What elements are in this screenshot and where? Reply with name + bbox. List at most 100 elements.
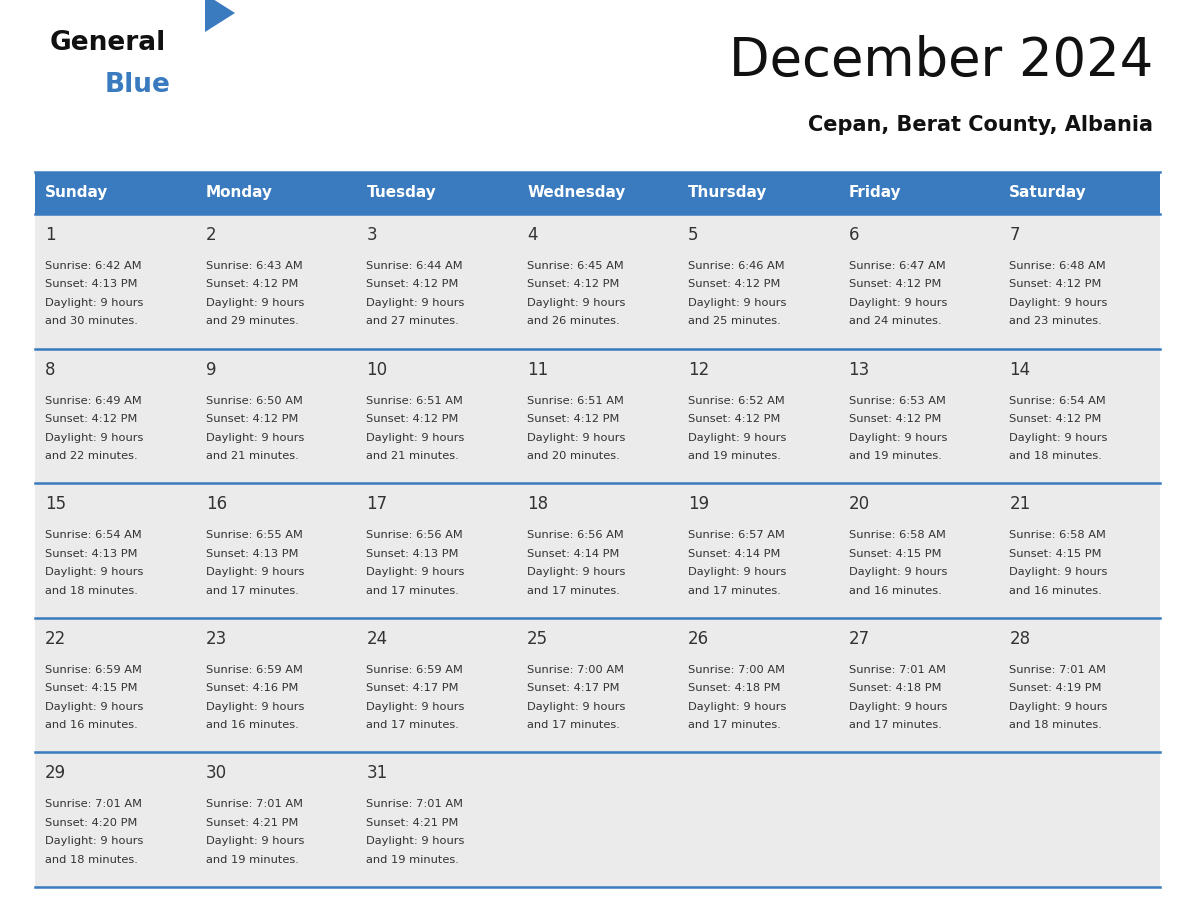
Text: 18: 18: [527, 495, 549, 513]
Text: Sunrise: 6:56 AM: Sunrise: 6:56 AM: [527, 531, 624, 540]
Text: and 19 minutes.: and 19 minutes.: [848, 451, 941, 461]
Text: 24: 24: [366, 630, 387, 648]
Text: 14: 14: [1010, 361, 1030, 378]
Text: Daylight: 9 hours: Daylight: 9 hours: [206, 298, 304, 308]
Text: 12: 12: [688, 361, 709, 378]
Text: 6: 6: [848, 226, 859, 244]
Text: 1: 1: [45, 226, 56, 244]
Bar: [839, 753, 999, 887]
Text: Daylight: 9 hours: Daylight: 9 hours: [527, 567, 626, 577]
Bar: [34, 618, 196, 753]
Text: Sunrise: 6:43 AM: Sunrise: 6:43 AM: [206, 261, 303, 271]
Text: Blue: Blue: [105, 72, 171, 98]
Text: Daylight: 9 hours: Daylight: 9 hours: [688, 567, 786, 577]
Text: Sunset: 4:16 PM: Sunset: 4:16 PM: [206, 683, 298, 693]
Text: Sunrise: 7:00 AM: Sunrise: 7:00 AM: [527, 665, 624, 675]
Text: 27: 27: [848, 630, 870, 648]
Bar: [678, 753, 839, 887]
Text: Daylight: 9 hours: Daylight: 9 hours: [45, 567, 144, 577]
Text: Thursday: Thursday: [688, 185, 767, 200]
Text: Sunset: 4:12 PM: Sunset: 4:12 PM: [527, 414, 619, 424]
Text: and 17 minutes.: and 17 minutes.: [848, 721, 941, 731]
Text: Sunset: 4:21 PM: Sunset: 4:21 PM: [366, 818, 459, 828]
Bar: [34, 172, 1159, 214]
Text: Sunset: 4:19 PM: Sunset: 4:19 PM: [1010, 683, 1101, 693]
Text: and 19 minutes.: and 19 minutes.: [206, 855, 298, 865]
Text: Sunrise: 6:49 AM: Sunrise: 6:49 AM: [45, 396, 141, 406]
Text: and 17 minutes.: and 17 minutes.: [688, 586, 781, 596]
Text: Sunset: 4:15 PM: Sunset: 4:15 PM: [45, 683, 138, 693]
Text: and 18 minutes.: and 18 minutes.: [45, 855, 138, 865]
Text: and 16 minutes.: and 16 minutes.: [45, 721, 138, 731]
Text: Sunrise: 6:44 AM: Sunrise: 6:44 AM: [366, 261, 463, 271]
Text: Sunrise: 6:59 AM: Sunrise: 6:59 AM: [206, 665, 303, 675]
Text: Daylight: 9 hours: Daylight: 9 hours: [848, 567, 947, 577]
Text: and 27 minutes.: and 27 minutes.: [366, 317, 460, 327]
Bar: [34, 753, 196, 887]
Text: and 17 minutes.: and 17 minutes.: [366, 721, 460, 731]
Text: Daylight: 9 hours: Daylight: 9 hours: [1010, 701, 1107, 711]
Text: Daylight: 9 hours: Daylight: 9 hours: [206, 701, 304, 711]
Bar: [999, 753, 1159, 887]
Text: Sunrise: 6:59 AM: Sunrise: 6:59 AM: [366, 665, 463, 675]
Text: and 17 minutes.: and 17 minutes.: [688, 721, 781, 731]
Text: Sunrise: 6:57 AM: Sunrise: 6:57 AM: [688, 531, 785, 540]
Text: Daylight: 9 hours: Daylight: 9 hours: [527, 701, 626, 711]
Bar: [196, 753, 356, 887]
Text: and 17 minutes.: and 17 minutes.: [527, 586, 620, 596]
Text: Sunset: 4:21 PM: Sunset: 4:21 PM: [206, 818, 298, 828]
Bar: [34, 483, 196, 618]
Bar: [678, 618, 839, 753]
Text: Daylight: 9 hours: Daylight: 9 hours: [366, 567, 465, 577]
Text: Daylight: 9 hours: Daylight: 9 hours: [527, 432, 626, 442]
Text: Monday: Monday: [206, 185, 273, 200]
Text: and 19 minutes.: and 19 minutes.: [366, 855, 460, 865]
Bar: [34, 349, 196, 483]
Text: Sunset: 4:17 PM: Sunset: 4:17 PM: [366, 683, 459, 693]
Text: and 29 minutes.: and 29 minutes.: [206, 317, 298, 327]
Text: Daylight: 9 hours: Daylight: 9 hours: [848, 298, 947, 308]
Text: Daylight: 9 hours: Daylight: 9 hours: [206, 567, 304, 577]
Text: Tuesday: Tuesday: [366, 185, 436, 200]
Text: and 17 minutes.: and 17 minutes.: [206, 586, 298, 596]
Bar: [999, 618, 1159, 753]
Bar: [356, 349, 517, 483]
Text: Daylight: 9 hours: Daylight: 9 hours: [1010, 567, 1107, 577]
Text: Sunrise: 6:59 AM: Sunrise: 6:59 AM: [45, 665, 141, 675]
Text: Sunset: 4:12 PM: Sunset: 4:12 PM: [848, 414, 941, 424]
Text: 15: 15: [45, 495, 67, 513]
Text: Daylight: 9 hours: Daylight: 9 hours: [206, 836, 304, 846]
Text: Sunset: 4:12 PM: Sunset: 4:12 PM: [688, 279, 781, 289]
Text: 29: 29: [45, 765, 67, 782]
Text: Daylight: 9 hours: Daylight: 9 hours: [206, 432, 304, 442]
Bar: [517, 214, 678, 349]
Text: Sunrise: 6:50 AM: Sunrise: 6:50 AM: [206, 396, 303, 406]
Bar: [678, 214, 839, 349]
Text: Daylight: 9 hours: Daylight: 9 hours: [848, 432, 947, 442]
Text: Sunset: 4:12 PM: Sunset: 4:12 PM: [45, 414, 138, 424]
Text: Daylight: 9 hours: Daylight: 9 hours: [527, 298, 626, 308]
Text: Sunrise: 7:01 AM: Sunrise: 7:01 AM: [848, 665, 946, 675]
Bar: [517, 483, 678, 618]
Text: Sunset: 4:12 PM: Sunset: 4:12 PM: [688, 414, 781, 424]
Text: Daylight: 9 hours: Daylight: 9 hours: [848, 701, 947, 711]
Bar: [839, 214, 999, 349]
Text: and 20 minutes.: and 20 minutes.: [527, 451, 620, 461]
Text: Daylight: 9 hours: Daylight: 9 hours: [1010, 298, 1107, 308]
Text: Sunrise: 7:01 AM: Sunrise: 7:01 AM: [206, 800, 303, 810]
Text: Sunset: 4:12 PM: Sunset: 4:12 PM: [1010, 279, 1101, 289]
Text: 16: 16: [206, 495, 227, 513]
Polygon shape: [206, 0, 235, 32]
Bar: [517, 618, 678, 753]
Bar: [839, 349, 999, 483]
Text: Daylight: 9 hours: Daylight: 9 hours: [45, 298, 144, 308]
Text: and 17 minutes.: and 17 minutes.: [366, 586, 460, 596]
Text: Sunrise: 6:42 AM: Sunrise: 6:42 AM: [45, 261, 141, 271]
Text: and 16 minutes.: and 16 minutes.: [848, 586, 941, 596]
Text: Sunrise: 7:01 AM: Sunrise: 7:01 AM: [45, 800, 143, 810]
Bar: [839, 618, 999, 753]
Text: Sunset: 4:20 PM: Sunset: 4:20 PM: [45, 818, 138, 828]
Text: 4: 4: [527, 226, 538, 244]
Text: Sunset: 4:12 PM: Sunset: 4:12 PM: [206, 279, 298, 289]
Text: Wednesday: Wednesday: [527, 185, 626, 200]
